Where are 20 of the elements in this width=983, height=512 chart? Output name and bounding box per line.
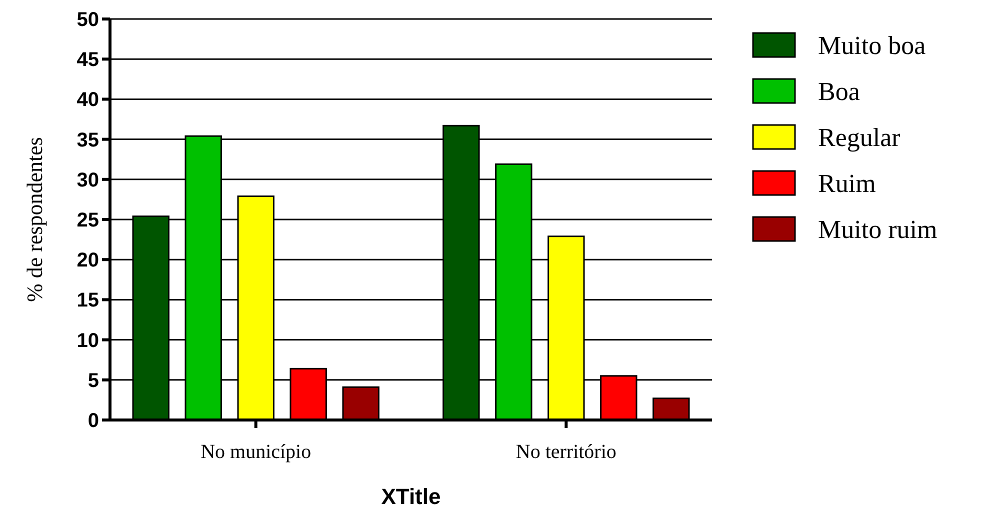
x-tick-label: No município [200,441,312,463]
legend-label: Muito ruim [818,215,938,244]
y-tick-label: 30 [76,169,99,192]
y-tick-label: 25 [76,210,99,232]
y-tick-label: 0 [88,410,99,432]
x-axis-title: XTitle [381,484,441,509]
y-tick-label: 5 [88,370,99,392]
y-tick-label: 15 [76,290,99,312]
legend-label: Regular [818,123,901,152]
y-tick-label: 50 [76,9,99,31]
y-axis-title: % de respondentes [22,137,47,302]
x-tick-label: No território [516,441,616,463]
legend-label: Muito boa [818,31,926,60]
legend-label: Boa [818,77,860,106]
y-tick-label: 40 [76,89,99,112]
y-tick-label: 10 [76,330,99,352]
y-tick-label: 35 [76,129,99,152]
y-tick-label: 45 [76,49,99,72]
y-tick-label: 20 [76,250,99,272]
legend-label: Ruim [818,169,876,198]
